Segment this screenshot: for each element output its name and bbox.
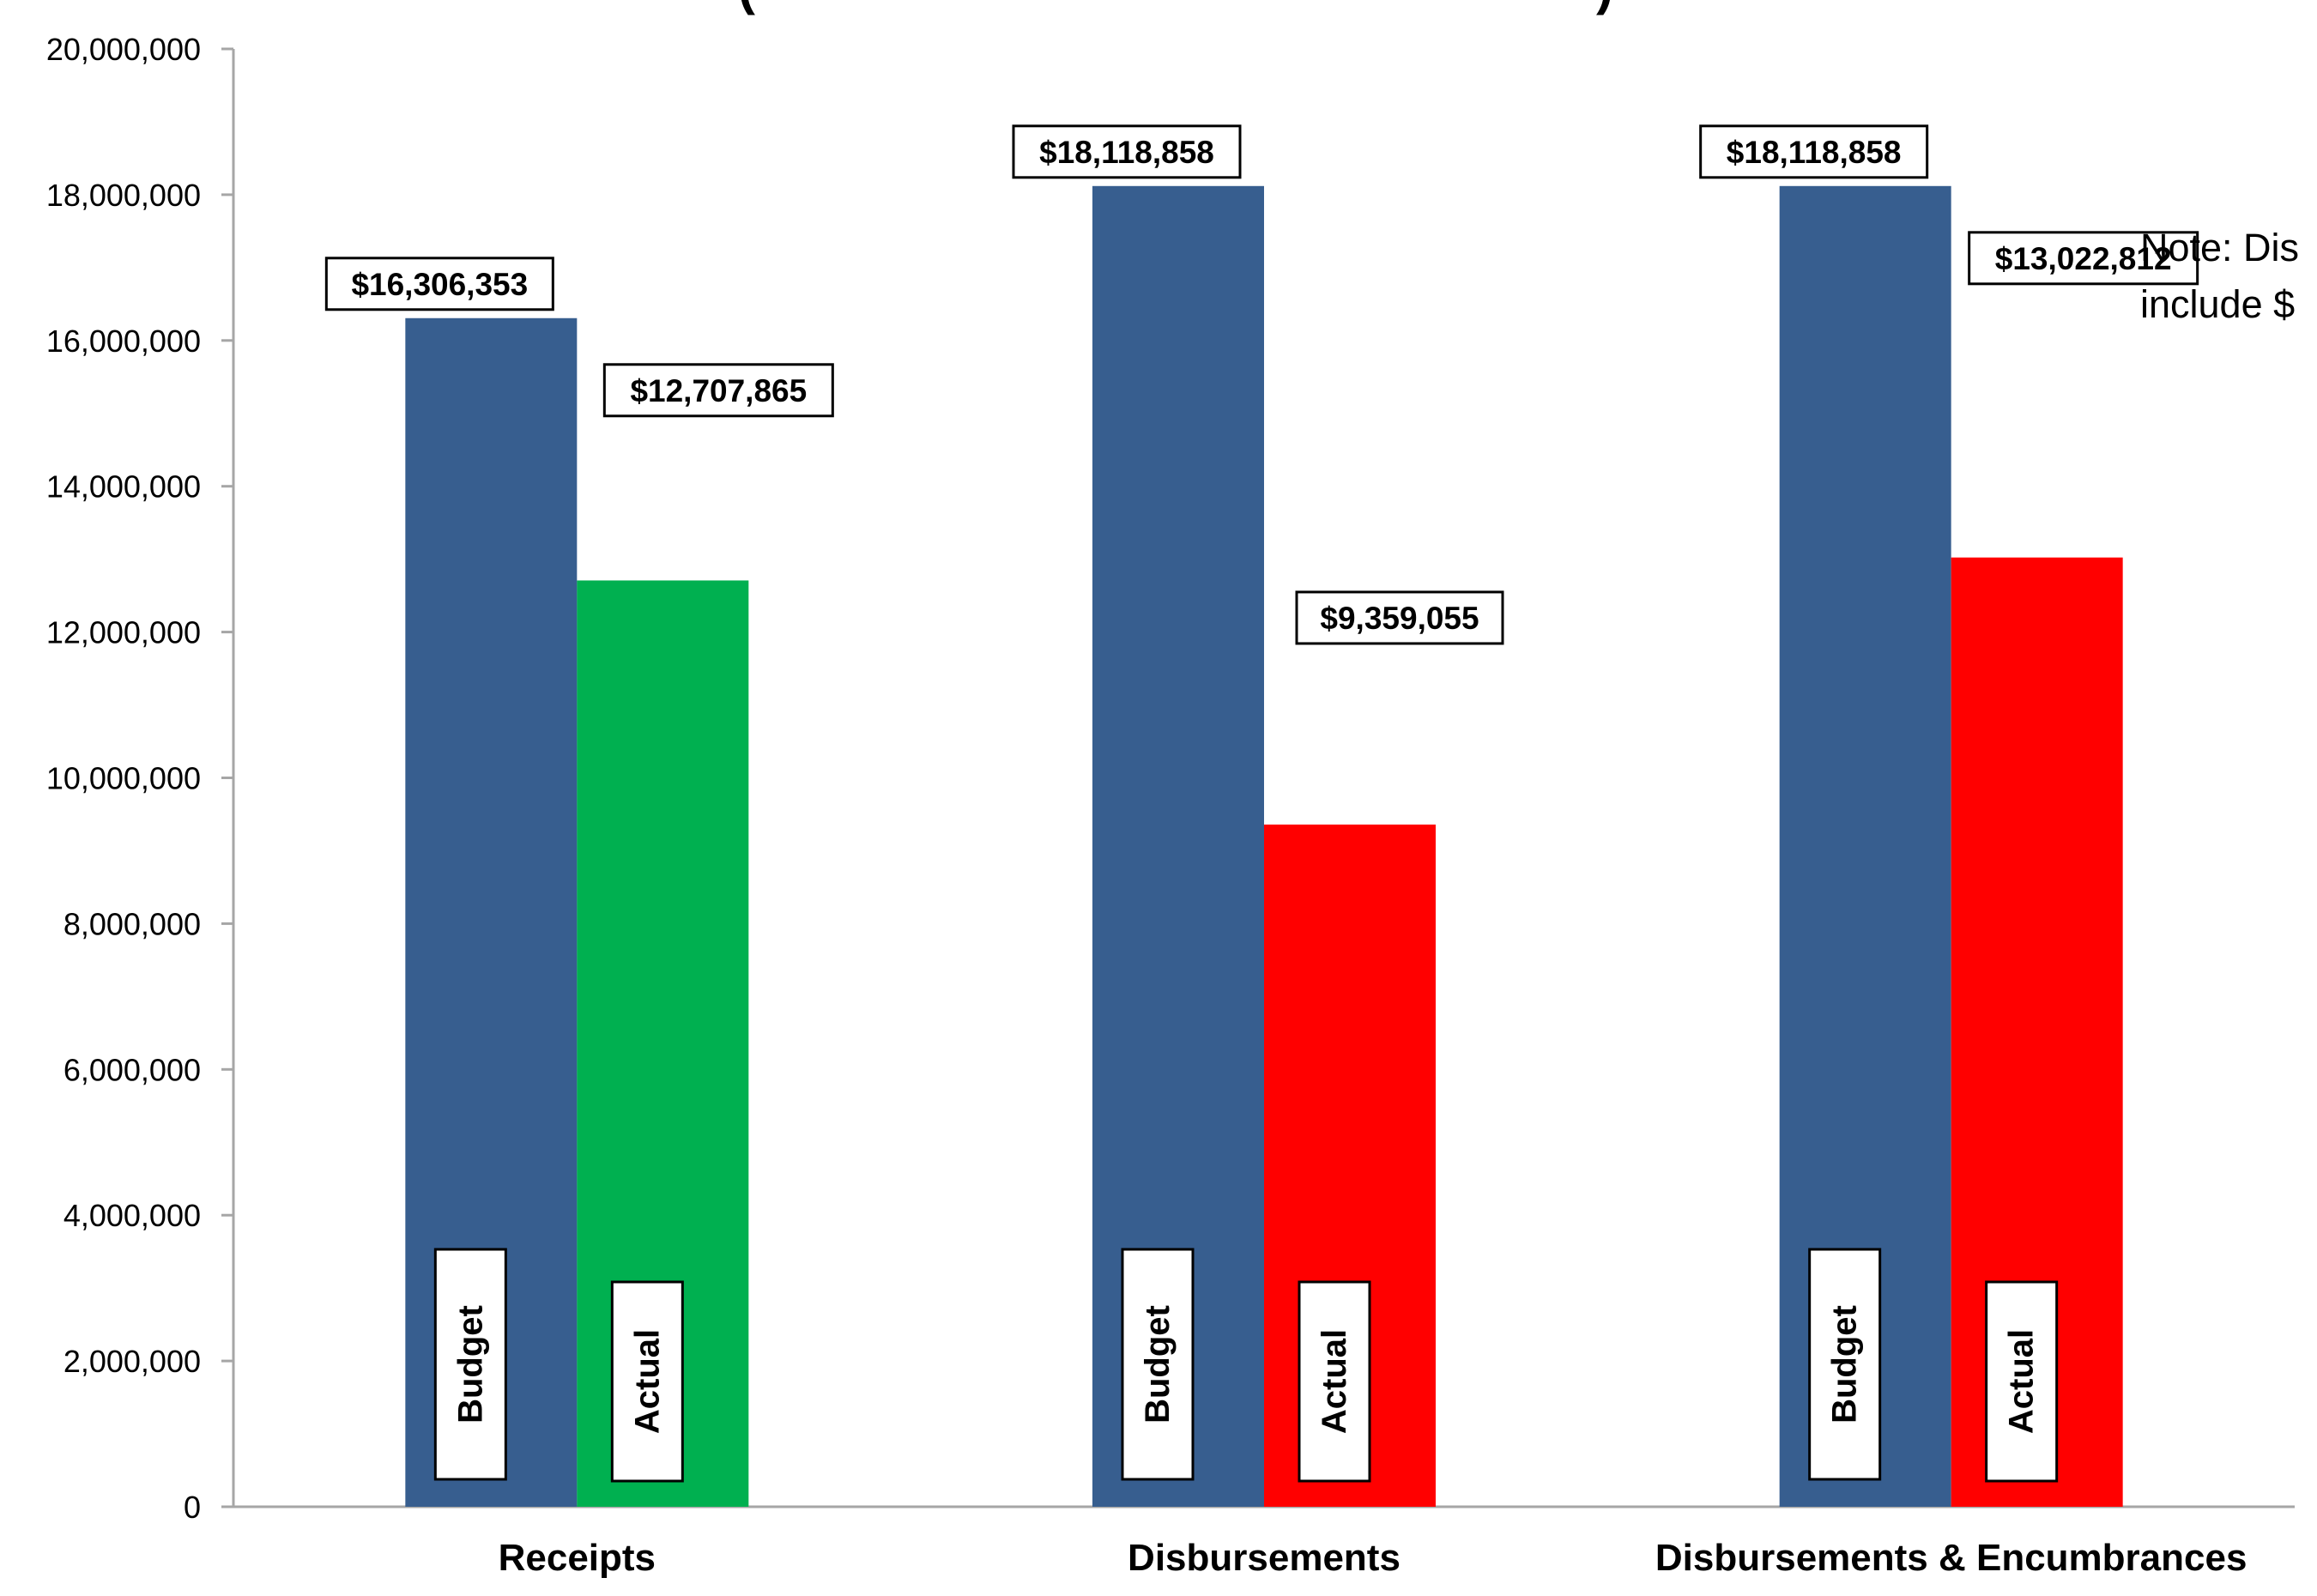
y-tick-label: 10,000,000 <box>46 761 201 796</box>
data-label-actual-text: $9,359,055 <box>1320 601 1479 636</box>
y-tick-label: 6,000,000 <box>64 1052 201 1087</box>
data-label-budget-text: $18,118,858 <box>1727 135 1902 170</box>
data-label-budget-text: $16,306,353 <box>351 267 528 302</box>
y-tick-label: 0 <box>184 1490 201 1525</box>
series-label-actual-box <box>610 1280 684 1483</box>
y-tick-label: 16,000,000 <box>46 323 201 359</box>
series-label-budget-text: Budget <box>451 1305 489 1424</box>
data-label-actual: $12,707,865 <box>602 363 834 418</box>
series-label-budget: Budget <box>1808 1248 1882 1481</box>
bars <box>405 185 2123 1508</box>
category-label: Disbursements <box>1128 1537 1400 1579</box>
data-label-actual: $13,022,812 <box>1968 231 2199 286</box>
y-tick-label: 4,000,000 <box>64 1198 201 1233</box>
data-label-budget: $18,118,858 <box>1012 124 1242 179</box>
series-label-actual: Actual <box>1985 1280 2059 1483</box>
data-label-budget: $16,306,353 <box>324 257 554 311</box>
category-label: Disbursements & Encumbrances <box>1655 1537 2247 1579</box>
series-label-actual-text: Actual <box>628 1329 666 1434</box>
data-label-budget-box <box>324 257 554 311</box>
y-tick-label: 2,000,000 <box>64 1344 201 1379</box>
series-label-actual-text: Actual <box>1316 1329 1353 1434</box>
chart-title-open: ( <box>738 0 755 15</box>
series-label-actual-box <box>1985 1280 2059 1483</box>
category-label: Receipts <box>499 1537 656 1579</box>
series-label-budget-text: Budget <box>1826 1305 1864 1424</box>
series-label-actual-box <box>1298 1280 1371 1483</box>
data-label-budget-text: $18,118,858 <box>1039 135 1214 170</box>
data-label-actual-text: $12,707,865 <box>630 373 807 408</box>
note-line-1: Note: Dis <box>2140 226 2299 269</box>
series-label-budget-box <box>433 1248 507 1481</box>
data-labels: $16,306,353 $12,707,865 Budget Actual $18,11… <box>324 124 2199 1483</box>
series-label-actual: Actual <box>1298 1280 1371 1483</box>
data-label-actual-text: $13,022,812 <box>1995 241 2172 276</box>
data-label-budget: $18,118,858 <box>1699 124 1929 179</box>
note-line-2: include $ <box>2140 282 2295 326</box>
chart-title-group: ( ) <box>738 0 1613 15</box>
y-tick-label: 20,000,000 <box>46 32 201 67</box>
data-label-budget-box <box>1699 124 1929 179</box>
series-label-budget: Budget <box>433 1248 507 1481</box>
series-label-budget-box <box>1121 1248 1195 1481</box>
y-tick-label: 18,000,000 <box>46 178 201 213</box>
series-label-actual: Actual <box>610 1280 684 1483</box>
series-label-budget-box <box>1808 1248 1882 1481</box>
category-labels: Receipts Disbursements Disbursements & Enc… <box>499 1537 2247 1579</box>
data-label-actual-box <box>1295 590 1504 645</box>
y-tick-label: 8,000,000 <box>64 906 201 941</box>
series-label-actual-text: Actual <box>2003 1329 2041 1434</box>
data-label-budget-box <box>1012 124 1242 179</box>
data-label-actual: $9,359,055 <box>1295 590 1504 645</box>
series-label-budget: Budget <box>1121 1248 1195 1481</box>
chart-title-close: ) <box>1596 0 1613 15</box>
note: Note: Dis include $ <box>2140 226 2299 326</box>
data-label-actual-box <box>602 363 834 418</box>
y-tick-labels: 0 2,000,000 4,000,000 6,000,000 8,000,000 10,… <box>46 32 233 1525</box>
y-tick-label: 12,000,000 <box>46 615 201 650</box>
y-tick-label: 14,000,000 <box>46 469 201 505</box>
data-label-actual-box <box>1968 231 2199 286</box>
series-label-budget-text: Budget <box>1139 1305 1177 1424</box>
